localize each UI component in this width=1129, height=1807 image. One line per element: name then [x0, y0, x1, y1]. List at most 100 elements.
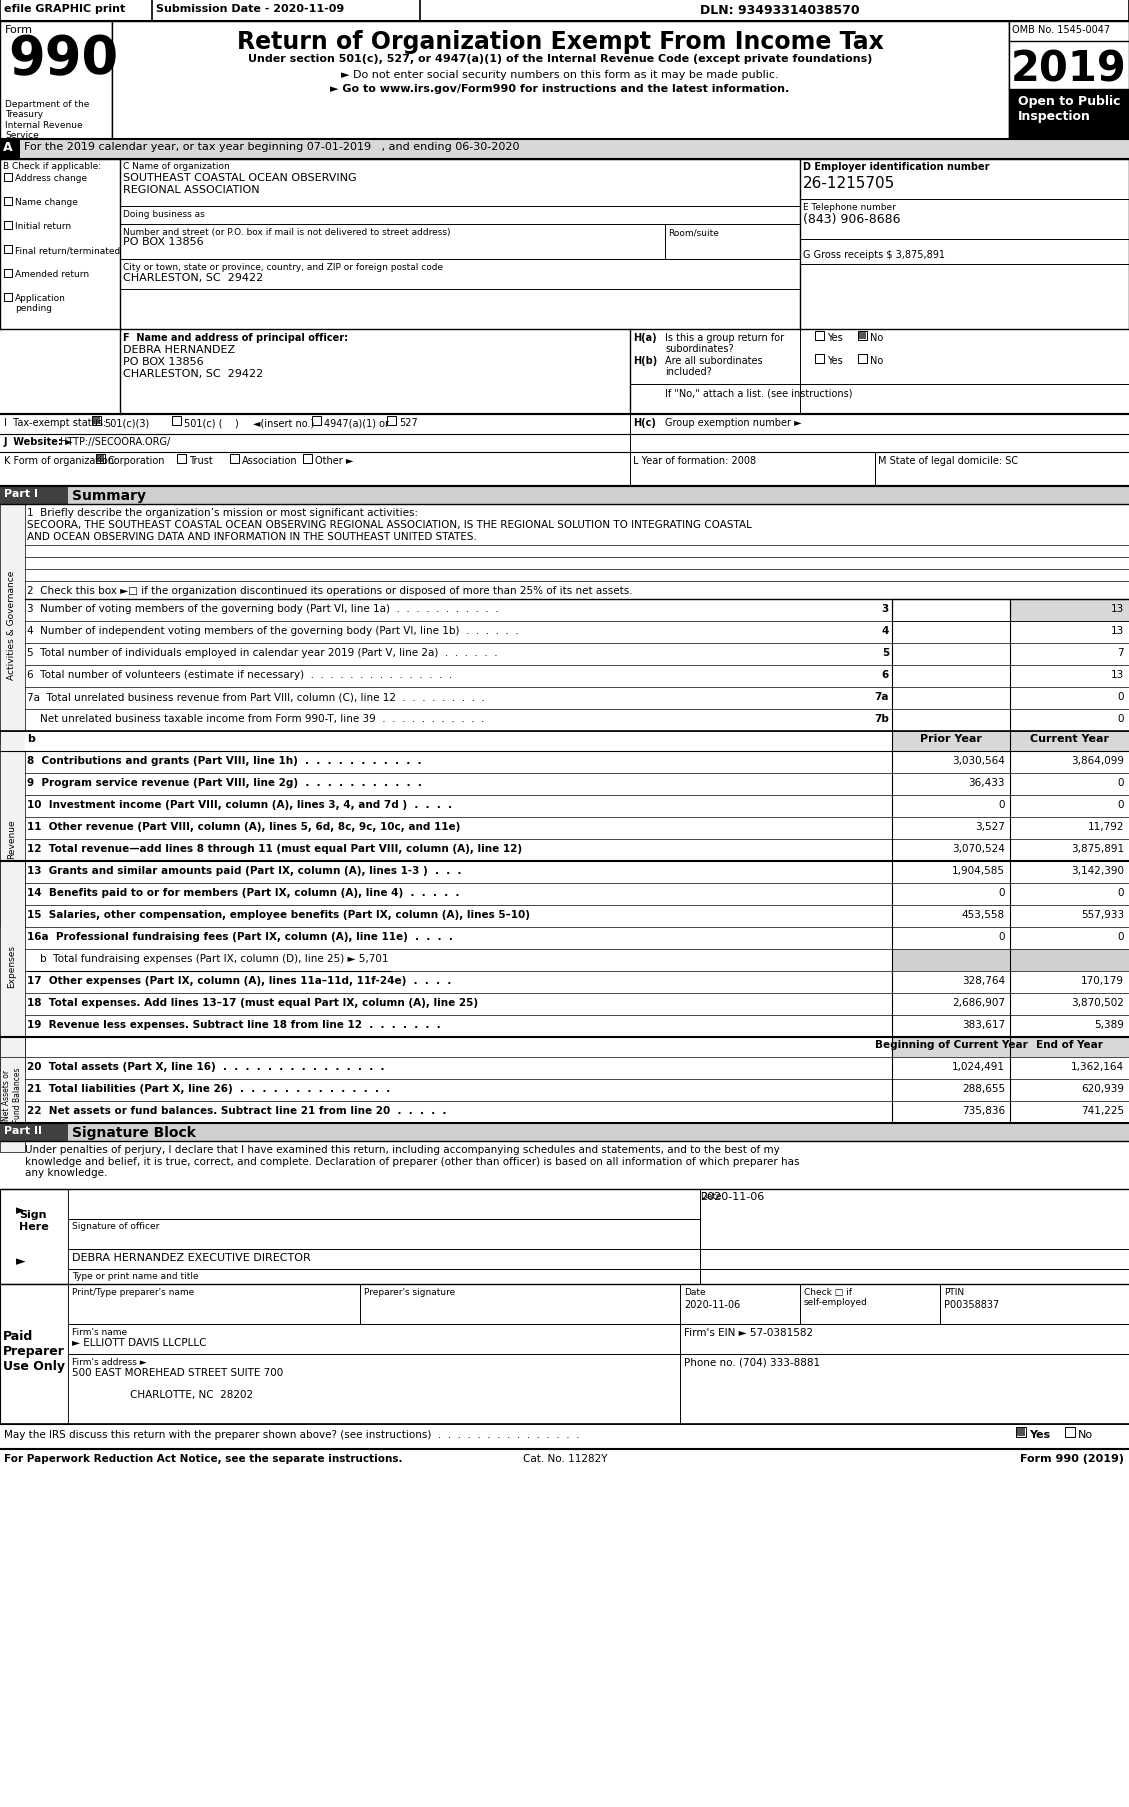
Bar: [68, 486, 1129, 504]
Text: 3,142,390: 3,142,390: [1071, 866, 1124, 876]
Text: Address change: Address change: [15, 173, 87, 183]
Text: 0: 0: [1118, 692, 1124, 701]
Text: 9  Program service revenue (Part VIII, line 2g)  .  .  .  .  .  .  .  .  .  .  .: 9 Program service revenue (Part VIII, li…: [27, 777, 422, 788]
Text: 501(c) (    ): 501(c) ( ): [184, 417, 238, 428]
Text: Expenses: Expenses: [8, 945, 17, 988]
Bar: [892, 710, 1010, 732]
Text: 13: 13: [1111, 670, 1124, 679]
Text: Corporation: Corporation: [108, 455, 166, 466]
Text: 7a: 7a: [875, 692, 889, 701]
Text: 3,070,524: 3,070,524: [952, 844, 1005, 853]
Text: 4: 4: [882, 625, 889, 636]
Text: 3,875,891: 3,875,891: [1071, 844, 1124, 853]
Text: 288,655: 288,655: [962, 1084, 1005, 1093]
Text: 2020-11-06: 2020-11-06: [700, 1191, 764, 1202]
Bar: [1009, 90, 1129, 139]
Bar: [858, 332, 867, 342]
Text: Open to Public
Inspection: Open to Public Inspection: [1017, 96, 1120, 123]
Text: No: No: [870, 356, 883, 365]
Text: 0: 0: [1118, 887, 1124, 898]
Text: D Employer identification number: D Employer identification number: [803, 163, 989, 172]
Bar: [68, 1124, 1129, 1142]
Text: 383,617: 383,617: [962, 1019, 1005, 1030]
Bar: [892, 732, 1010, 752]
Text: 557,933: 557,933: [1080, 909, 1124, 920]
Text: H(b): H(b): [633, 356, 657, 365]
Text: 13: 13: [1111, 625, 1124, 636]
Text: Yes: Yes: [828, 356, 842, 365]
Text: PO BOX 13856: PO BOX 13856: [123, 356, 203, 367]
Text: 8  Contributions and grants (Part VIII, line 1h)  .  .  .  .  .  .  .  .  .  .  : 8 Contributions and grants (Part VIII, l…: [27, 755, 421, 766]
Text: 500 EAST MOREHEAD STREET SUITE 700: 500 EAST MOREHEAD STREET SUITE 700: [72, 1368, 283, 1377]
Bar: [0, 732, 25, 752]
Text: Net Assets or
Fund Balances: Net Assets or Fund Balances: [2, 1066, 21, 1122]
Bar: [0, 1189, 68, 1285]
Bar: [97, 455, 104, 463]
Text: 7: 7: [1118, 647, 1124, 658]
Text: Yes: Yes: [828, 332, 842, 343]
Bar: [815, 332, 824, 342]
Text: Number and street (or P.O. box if mail is not delivered to street address): Number and street (or P.O. box if mail i…: [123, 228, 450, 237]
Text: Application
pending: Application pending: [15, 295, 65, 313]
Bar: [892, 600, 1129, 622]
Text: H(c): H(c): [633, 417, 656, 428]
Text: 170,179: 170,179: [1080, 976, 1124, 985]
Text: ► ELLIOTT DAVIS LLCPLLC: ► ELLIOTT DAVIS LLCPLLC: [72, 1337, 207, 1348]
Text: Form 990 (2019): Form 990 (2019): [1019, 1453, 1124, 1464]
Text: 0: 0: [1118, 777, 1124, 788]
Text: Revenue: Revenue: [8, 819, 17, 858]
Text: 741,225: 741,225: [1080, 1106, 1124, 1115]
Text: DEBRA HERNANDEZ: DEBRA HERNANDEZ: [123, 345, 235, 354]
Text: subordinates?: subordinates?: [665, 343, 734, 354]
Text: Prior Year: Prior Year: [920, 734, 982, 744]
Text: 7a  Total unrelated business revenue from Part VIII, column (C), line 12  .  .  : 7a Total unrelated business revenue from…: [27, 692, 484, 701]
Text: 11  Other revenue (Part VIII, column (A), lines 5, 6d, 8c, 9c, 10c, and 11e): 11 Other revenue (Part VIII, column (A),…: [27, 822, 461, 831]
Text: 12  Total revenue—add lines 8 through 11 (must equal Part VIII, column (A), line: 12 Total revenue—add lines 8 through 11 …: [27, 844, 522, 853]
Text: Firm's address ►: Firm's address ►: [72, 1357, 147, 1366]
Text: City or town, state or province, country, and ZIP or foreign postal code: City or town, state or province, country…: [123, 262, 443, 271]
Text: 36,433: 36,433: [969, 777, 1005, 788]
Text: For the 2019 calendar year, or tax year beginning 07-01-2019   , and ending 06-3: For the 2019 calendar year, or tax year …: [24, 143, 519, 152]
Text: Cat. No. 11282Y: Cat. No. 11282Y: [523, 1453, 607, 1464]
Text: 26-1215705: 26-1215705: [803, 175, 895, 192]
Text: SECOORA, THE SOUTHEAST COASTAL OCEAN OBSERVING REGIONAL ASSOCIATION, IS THE REGI: SECOORA, THE SOUTHEAST COASTAL OCEAN OBS…: [27, 520, 752, 542]
Text: PO BOX 13856: PO BOX 13856: [123, 237, 203, 248]
Bar: [0, 1285, 68, 1424]
Text: Beginning of Current Year: Beginning of Current Year: [875, 1039, 1027, 1050]
Text: DLN: 93493314038570: DLN: 93493314038570: [700, 4, 859, 16]
Text: 0: 0: [998, 799, 1005, 810]
Text: Current Year: Current Year: [1030, 734, 1109, 744]
Text: Phone no. (704) 333-8881: Phone no. (704) 333-8881: [684, 1357, 820, 1368]
Bar: [0, 139, 1129, 159]
Text: 620,939: 620,939: [1080, 1084, 1124, 1093]
Text: 3,527: 3,527: [975, 822, 1005, 831]
Text: Activities & Governance: Activities & Governance: [8, 569, 17, 679]
Bar: [68, 1189, 1129, 1285]
Text: H(a): H(a): [633, 332, 657, 343]
Bar: [5, 295, 12, 302]
Text: Are all subordinates: Are all subordinates: [665, 356, 762, 365]
Text: Amended return: Amended return: [15, 269, 89, 278]
Text: SOUTHEAST COASTAL OCEAN OBSERVING
REGIONAL ASSOCIATION: SOUTHEAST COASTAL OCEAN OBSERVING REGION…: [123, 173, 357, 195]
Text: CHARLESTON, SC  29422: CHARLESTON, SC 29422: [123, 273, 263, 284]
Text: 3  Number of voting members of the governing body (Part VI, line 1a)  .  .  .  .: 3 Number of voting members of the govern…: [27, 604, 499, 614]
Bar: [0, 1037, 25, 1153]
Text: 15  Salaries, other compensation, employee benefits (Part IX, column (A), lines : 15 Salaries, other compensation, employe…: [27, 909, 530, 920]
Text: P00358837: P00358837: [944, 1299, 999, 1310]
Bar: [5, 246, 12, 253]
Text: ◄(insert no.): ◄(insert no.): [253, 417, 314, 428]
Bar: [1010, 1037, 1129, 1057]
Text: included?: included?: [665, 367, 711, 378]
Text: Signature of officer: Signature of officer: [72, 1222, 159, 1231]
Bar: [892, 643, 1010, 665]
Text: 17  Other expenses (Part IX, column (A), lines 11a–11d, 11f-24e)  .  .  .  .: 17 Other expenses (Part IX, column (A), …: [27, 976, 452, 985]
Text: Doing business as: Doing business as: [123, 210, 204, 219]
Bar: [387, 417, 396, 426]
Bar: [312, 417, 321, 426]
Text: 0: 0: [998, 887, 1005, 898]
Text: C Name of organization: C Name of organization: [123, 163, 229, 172]
Text: Is this a group return for: Is this a group return for: [665, 332, 785, 343]
Text: ►: ►: [16, 1203, 26, 1216]
Text: Summary: Summary: [72, 488, 146, 502]
Text: 5  Total number of individuals employed in calendar year 2019 (Part V, line 2a) : 5 Total number of individuals employed i…: [27, 647, 498, 658]
